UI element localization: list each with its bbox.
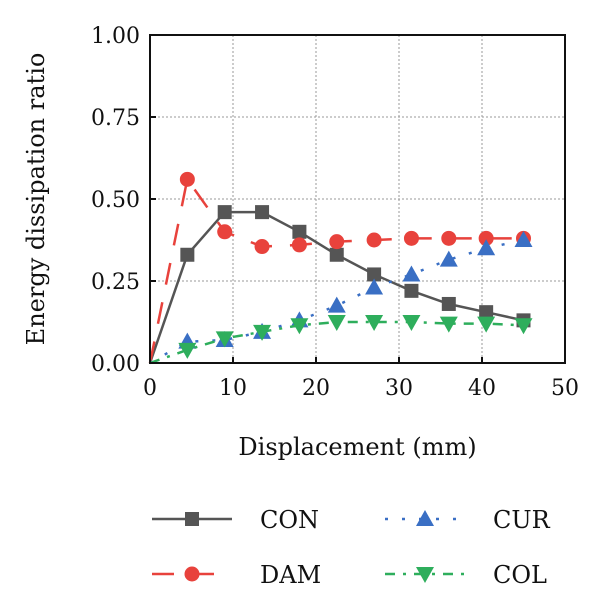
data-point-con xyxy=(479,305,494,320)
data-point-col xyxy=(253,324,272,341)
y-tick-label: 1.00 xyxy=(91,24,140,49)
series-layer xyxy=(148,171,533,365)
data-point-col xyxy=(402,315,421,331)
data-point-cur xyxy=(477,239,496,256)
data-point-dam xyxy=(441,230,457,246)
legend-label-con: CON xyxy=(260,506,319,534)
data-point-col xyxy=(215,331,234,348)
data-point-dam xyxy=(366,232,382,248)
y-tick-label: 0.25 xyxy=(91,270,140,295)
x-tick-label: 10 xyxy=(219,376,247,401)
series-col xyxy=(149,315,533,365)
data-point-dam xyxy=(403,230,419,246)
data-point-dam xyxy=(329,234,345,250)
legend-marker-con xyxy=(185,512,199,526)
data-point-dam xyxy=(179,171,195,187)
x-tick-label: 40 xyxy=(468,376,496,401)
data-point-cur xyxy=(514,231,533,247)
data-point-cur xyxy=(327,296,346,313)
data-point-col xyxy=(290,318,309,335)
y-tick-label: 0.50 xyxy=(91,188,140,213)
x-tick-label: 50 xyxy=(551,376,579,401)
legend-item-dam: DAM xyxy=(152,561,321,589)
y-axis-title: Energy dissipation ratio xyxy=(22,53,50,346)
data-point-con xyxy=(329,247,344,262)
data-point-dam xyxy=(254,239,270,255)
data-point-con xyxy=(180,247,195,262)
data-point-col xyxy=(439,316,458,333)
legend: CON CUR DAM COL xyxy=(152,506,551,589)
data-point-cur xyxy=(402,265,421,282)
data-point-con xyxy=(404,283,419,298)
data-point-col xyxy=(477,316,496,333)
series-line-dam xyxy=(148,176,524,364)
data-point-col xyxy=(178,342,197,359)
data-point-con xyxy=(292,224,307,239)
data-point-col xyxy=(514,318,533,335)
legend-marker-col xyxy=(416,567,434,583)
legend-label-dam: DAM xyxy=(260,561,321,589)
legend-item-cur: CUR xyxy=(385,506,551,534)
axis-ticks: 0 10 20 30 40 50 0.00 0.25 0.50 0.75 1.00 xyxy=(91,24,579,401)
series-con xyxy=(148,205,531,364)
legend-item-con: CON xyxy=(152,506,319,534)
data-point-con xyxy=(255,205,270,220)
data-point-dam xyxy=(291,237,307,253)
legend-label-col: COL xyxy=(493,561,547,589)
data-point-cur xyxy=(439,250,458,267)
data-point-con xyxy=(217,205,232,220)
y-tick-label: 0.00 xyxy=(91,352,140,377)
data-point-col xyxy=(365,315,384,331)
x-tick-label: 20 xyxy=(302,376,330,401)
y-tick-label: 0.75 xyxy=(91,106,140,131)
grid xyxy=(150,35,565,363)
data-point-con xyxy=(367,267,382,282)
legend-marker-cur xyxy=(416,510,434,526)
data-point-cur xyxy=(365,278,384,295)
data-point-dam xyxy=(217,224,233,240)
x-axis-title: Displacement (mm) xyxy=(238,433,476,461)
data-point-dam xyxy=(478,230,494,246)
legend-marker-dam xyxy=(184,566,200,582)
x-tick-label: 0 xyxy=(143,376,157,401)
data-point-con xyxy=(441,296,456,311)
legend-item-col: COL xyxy=(385,561,547,589)
series-dam xyxy=(148,171,531,364)
x-tick-label: 30 xyxy=(385,376,413,401)
data-point-col xyxy=(327,315,346,331)
legend-label-cur: CUR xyxy=(493,506,551,534)
